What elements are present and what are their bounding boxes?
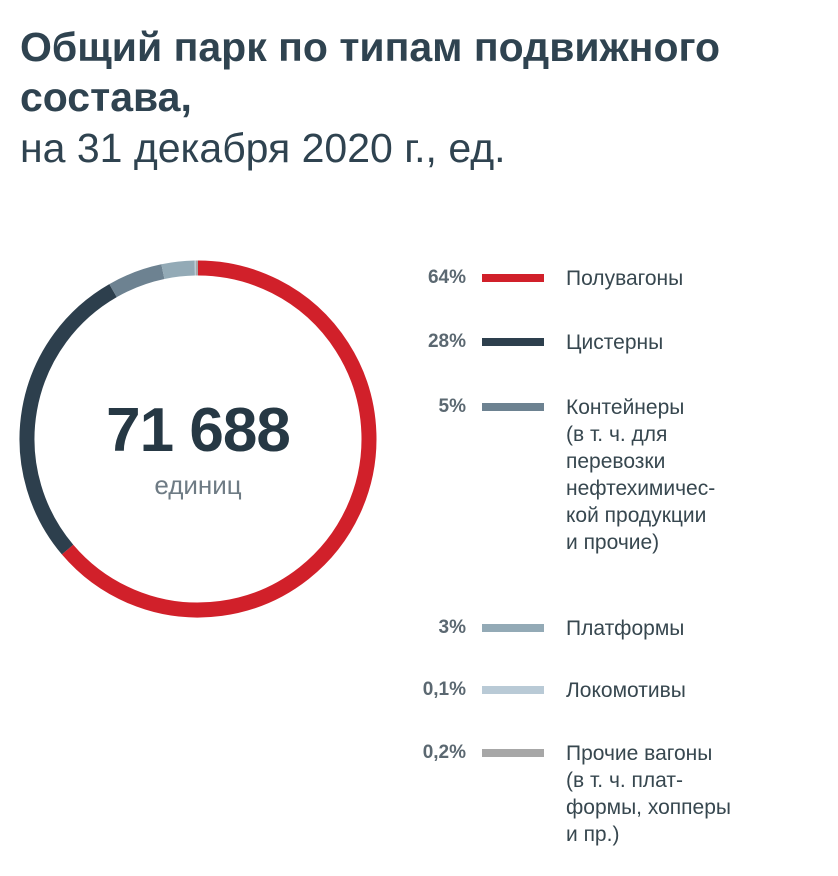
legend-percent: 28% — [427, 331, 466, 352]
legend-label-line: кой продукции — [566, 504, 707, 527]
legend-label-line: (в т. ч. для — [566, 423, 668, 446]
legend-label: Цистерны — [566, 329, 796, 356]
legend-swatch — [482, 624, 544, 632]
chart-subtitle: на 31 декабря 2020 г., ед. — [20, 125, 506, 171]
legend-label-line: Платформы — [566, 617, 685, 640]
donut-chart — [19, 260, 377, 618]
legend-label-line: перевозки — [566, 450, 666, 473]
chart-title-line-2: состава, — [20, 74, 192, 120]
legend-percent: 0,1% — [422, 679, 466, 700]
legend-label-line: нефтехимичес- — [566, 477, 716, 500]
legend-label-line: Полувагоны — [566, 267, 684, 290]
total-unit: единиц — [154, 470, 242, 500]
legend-swatch — [482, 686, 544, 694]
legend-percent: 5% — [438, 396, 466, 417]
legend-label-line: Локомотивы — [566, 679, 686, 702]
legend-label-line: (в т. ч. плат- — [566, 769, 684, 792]
chart-title: Общий парк по типам подвижного состава, … — [20, 22, 820, 174]
legend-label-line: Контейнеры — [566, 396, 685, 419]
legend-swatch — [482, 338, 544, 346]
legend-label-line: Цистерны — [566, 331, 664, 354]
legend-label-line: и прочие) — [566, 531, 660, 554]
legend-label: Контейнеры (в т. ч. для перевозки нефтехими… — [566, 394, 796, 556]
donut-slice-1 — [61, 260, 377, 618]
legend-label-line: формы, хопперы — [566, 796, 731, 819]
legend-swatch — [482, 274, 544, 282]
legend-label: Локомотивы — [566, 677, 796, 704]
donut-slice-2 — [19, 284, 117, 555]
legend-label: Платформы — [566, 615, 796, 642]
legend-swatch — [482, 749, 544, 757]
legend-percent: 3% — [438, 617, 466, 638]
legend-label: Полувагоны — [566, 265, 796, 292]
legend-label-line: Прочие вагоны — [566, 742, 713, 765]
total-value: 71 688 — [106, 396, 291, 465]
donut-slice-4 — [161, 260, 196, 280]
legend-label-line: и пр.) — [566, 823, 620, 846]
legend-percent: 0,2% — [422, 742, 466, 763]
donut-slice-3 — [109, 264, 165, 298]
chart-title-line-1: Общий парк по типам подвижного — [20, 24, 721, 70]
legend-swatch — [482, 403, 544, 411]
legend-percent: 64% — [427, 267, 466, 288]
legend-label: Прочие вагоны (в т. ч. плат-формы, хоппер… — [566, 740, 796, 848]
